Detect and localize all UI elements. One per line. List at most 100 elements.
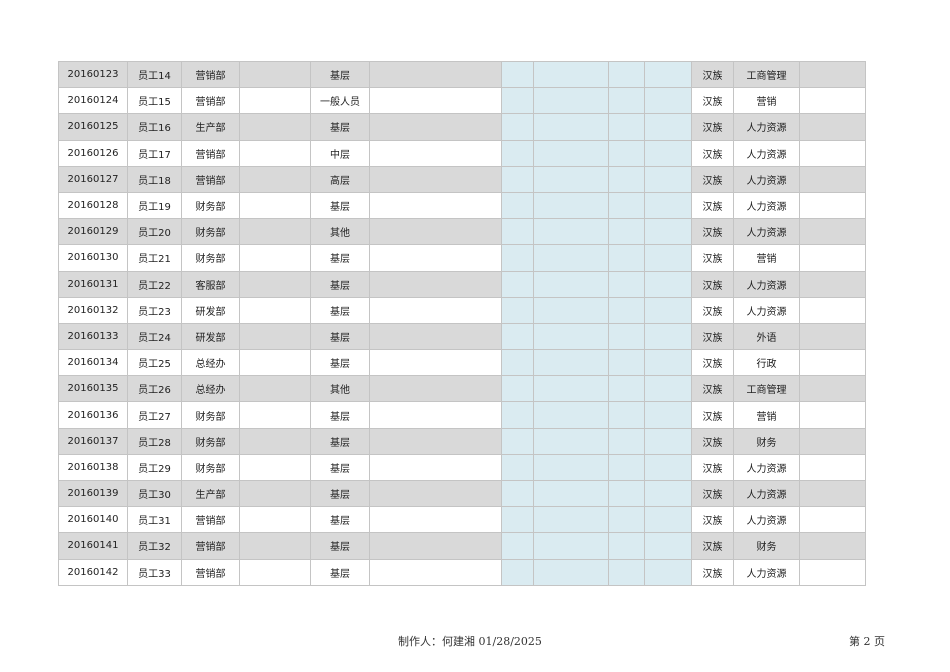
- employee-name-cell[interactable]: 员工17: [127, 139, 182, 167]
- empty-cell[interactable]: [369, 349, 502, 377]
- empty-cell[interactable]: [501, 270, 534, 298]
- empty-cell[interactable]: [239, 322, 311, 351]
- empty-cell[interactable]: [239, 558, 311, 586]
- empty-cell[interactable]: [533, 349, 609, 377]
- ethnicity-cell[interactable]: 汉族: [691, 375, 734, 403]
- major-cell[interactable]: 营销: [733, 244, 800, 272]
- employee-name-cell[interactable]: 员工22: [127, 270, 182, 298]
- empty-cell[interactable]: [369, 270, 502, 298]
- empty-cell[interactable]: [799, 532, 866, 560]
- major-cell[interactable]: 财务: [733, 427, 800, 455]
- employee-name-cell[interactable]: 员工25: [127, 349, 182, 377]
- major-cell[interactable]: 人力资源: [733, 270, 800, 298]
- level-cell[interactable]: 基层: [310, 401, 370, 429]
- empty-cell[interactable]: [644, 453, 692, 482]
- empty-cell[interactable]: [799, 453, 866, 482]
- empty-cell[interactable]: [533, 375, 609, 403]
- level-cell[interactable]: 基层: [310, 506, 370, 534]
- empty-cell[interactable]: [799, 244, 866, 272]
- employee-id-cell[interactable]: 20160142: [58, 558, 128, 586]
- empty-cell[interactable]: [239, 87, 311, 115]
- employee-name-cell[interactable]: 员工15: [127, 87, 182, 115]
- empty-cell[interactable]: [501, 453, 534, 482]
- employee-name-cell[interactable]: 员工24: [127, 322, 182, 351]
- employee-id-cell[interactable]: 20160127: [58, 165, 128, 193]
- department-cell[interactable]: 财务部: [181, 218, 240, 246]
- empty-cell[interactable]: [533, 87, 609, 115]
- empty-cell[interactable]: [239, 453, 311, 482]
- empty-cell[interactable]: [369, 427, 502, 455]
- empty-cell[interactable]: [533, 60, 609, 89]
- empty-cell[interactable]: [608, 506, 645, 534]
- ethnicity-cell[interactable]: 汉族: [691, 506, 734, 534]
- empty-cell[interactable]: [369, 113, 502, 141]
- empty-cell[interactable]: [644, 375, 692, 403]
- major-cell[interactable]: 行政: [733, 349, 800, 377]
- ethnicity-cell[interactable]: 汉族: [691, 244, 734, 272]
- empty-cell[interactable]: [608, 375, 645, 403]
- empty-cell[interactable]: [369, 296, 502, 324]
- empty-cell[interactable]: [501, 479, 534, 508]
- major-cell[interactable]: 人力资源: [733, 506, 800, 534]
- empty-cell[interactable]: [644, 270, 692, 298]
- level-cell[interactable]: 基层: [310, 532, 370, 560]
- empty-cell[interactable]: [501, 165, 534, 193]
- department-cell[interactable]: 营销部: [181, 506, 240, 534]
- empty-cell[interactable]: [533, 479, 609, 508]
- employee-id-cell[interactable]: 20160140: [58, 506, 128, 534]
- empty-cell[interactable]: [608, 296, 645, 324]
- level-cell[interactable]: 基层: [310, 479, 370, 508]
- empty-cell[interactable]: [501, 87, 534, 115]
- major-cell[interactable]: 工商管理: [733, 60, 800, 89]
- department-cell[interactable]: 营销部: [181, 165, 240, 193]
- empty-cell[interactable]: [369, 532, 502, 560]
- empty-cell[interactable]: [644, 139, 692, 167]
- empty-cell[interactable]: [239, 506, 311, 534]
- employee-id-cell[interactable]: 20160125: [58, 113, 128, 141]
- empty-cell[interactable]: [799, 296, 866, 324]
- employee-id-cell[interactable]: 20160137: [58, 427, 128, 455]
- empty-cell[interactable]: [644, 87, 692, 115]
- empty-cell[interactable]: [533, 113, 609, 141]
- empty-cell[interactable]: [501, 558, 534, 586]
- level-cell[interactable]: 高层: [310, 165, 370, 193]
- empty-cell[interactable]: [644, 113, 692, 141]
- empty-cell[interactable]: [608, 453, 645, 482]
- empty-cell[interactable]: [533, 139, 609, 167]
- ethnicity-cell[interactable]: 汉族: [691, 191, 734, 220]
- empty-cell[interactable]: [369, 479, 502, 508]
- department-cell[interactable]: 客服部: [181, 270, 240, 298]
- empty-cell[interactable]: [644, 165, 692, 193]
- employee-id-cell[interactable]: 20160123: [58, 60, 128, 89]
- empty-cell[interactable]: [239, 60, 311, 89]
- employee-id-cell[interactable]: 20160135: [58, 375, 128, 403]
- employee-id-cell[interactable]: 20160141: [58, 532, 128, 560]
- empty-cell[interactable]: [501, 375, 534, 403]
- empty-cell[interactable]: [644, 244, 692, 272]
- empty-cell[interactable]: [533, 401, 609, 429]
- empty-cell[interactable]: [799, 479, 866, 508]
- level-cell[interactable]: 其他: [310, 218, 370, 246]
- empty-cell[interactable]: [608, 349, 645, 377]
- department-cell[interactable]: 财务部: [181, 401, 240, 429]
- employee-id-cell[interactable]: 20160129: [58, 218, 128, 246]
- empty-cell[interactable]: [644, 479, 692, 508]
- ethnicity-cell[interactable]: 汉族: [691, 139, 734, 167]
- employee-id-cell[interactable]: 20160136: [58, 401, 128, 429]
- level-cell[interactable]: 基层: [310, 270, 370, 298]
- empty-cell[interactable]: [644, 191, 692, 220]
- empty-cell[interactable]: [608, 60, 645, 89]
- department-cell[interactable]: 营销部: [181, 60, 240, 89]
- department-cell[interactable]: 生产部: [181, 479, 240, 508]
- ethnicity-cell[interactable]: 汉族: [691, 60, 734, 89]
- major-cell[interactable]: 人力资源: [733, 191, 800, 220]
- empty-cell[interactable]: [644, 296, 692, 324]
- ethnicity-cell[interactable]: 汉族: [691, 87, 734, 115]
- level-cell[interactable]: 基层: [310, 60, 370, 89]
- department-cell[interactable]: 研发部: [181, 322, 240, 351]
- ethnicity-cell[interactable]: 汉族: [691, 349, 734, 377]
- level-cell[interactable]: 基层: [310, 244, 370, 272]
- major-cell[interactable]: 营销: [733, 401, 800, 429]
- empty-cell[interactable]: [644, 558, 692, 586]
- major-cell[interactable]: 人力资源: [733, 296, 800, 324]
